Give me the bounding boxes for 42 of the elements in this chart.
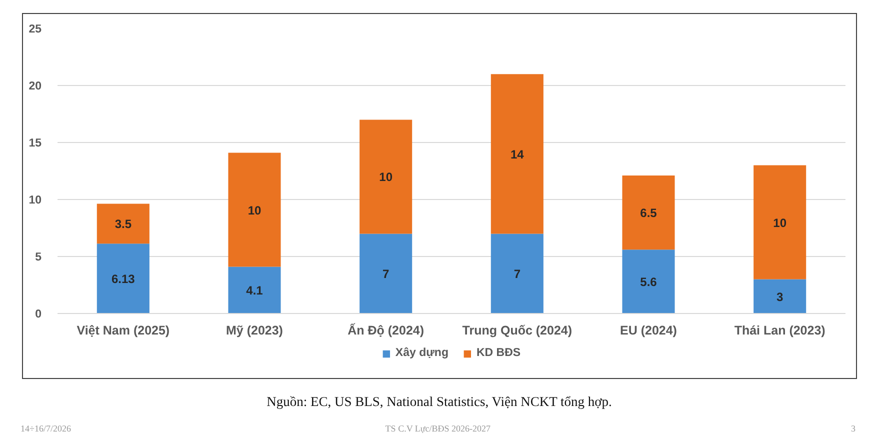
y-tick-label: 5 — [35, 252, 42, 264]
x-tick-label: Trung Quốc (2024) — [462, 324, 572, 338]
data-label: 3 — [776, 290, 784, 304]
x-tick-label: Việt Nam (2025) — [76, 324, 170, 338]
data-label: 14 — [510, 147, 524, 162]
x-tick-label: Mỹ (2023) — [226, 324, 283, 338]
y-tick-label: 25 — [28, 24, 42, 36]
y-tick-label: 10 — [28, 194, 42, 206]
bar — [360, 234, 412, 314]
bar — [360, 120, 412, 234]
text: 14÷16/7/2026 — [20, 424, 72, 434]
text: 3 — [851, 424, 856, 434]
bar — [754, 279, 806, 314]
data-label: 10 — [379, 170, 393, 184]
bar — [622, 176, 675, 250]
bar — [622, 250, 675, 314]
bar — [754, 165, 806, 280]
data-label: 6.13 — [111, 272, 136, 286]
bar — [228, 152, 281, 267]
data-label: 10 — [248, 203, 262, 218]
y-tick-label: 15 — [28, 138, 42, 150]
x-tick-label: EU (2024) — [620, 324, 677, 338]
data-label: 6.5 — [640, 206, 658, 220]
legend-label: Xây dựng — [395, 347, 448, 359]
data-label: 4.1 — [246, 284, 264, 298]
legend-label: KD BĐS — [476, 347, 521, 359]
bar — [490, 74, 544, 234]
bar — [96, 204, 150, 244]
data-label: 7 — [382, 267, 390, 282]
data-label: 7 — [514, 267, 521, 282]
text: Nguồn: EC, US BLS, National Statistics, Viện NCKT tổng hợp. — [266, 394, 612, 409]
text: TS C.V Lực/BĐS 2026-2027 — [385, 424, 492, 434]
data-label: 3.5 — [114, 217, 132, 232]
data-label: 10 — [773, 216, 787, 230]
x-tick-label: Ấn Độ (2024) — [348, 322, 424, 338]
y-tick-label: 0 — [35, 308, 42, 320]
bar — [490, 234, 544, 314]
y-tick-label: 20 — [28, 80, 42, 92]
data-label: 5.6 — [640, 275, 658, 290]
x-tick-label: Thái Lan (2023) — [734, 324, 826, 338]
bar — [96, 244, 150, 314]
bar — [228, 266, 281, 314]
